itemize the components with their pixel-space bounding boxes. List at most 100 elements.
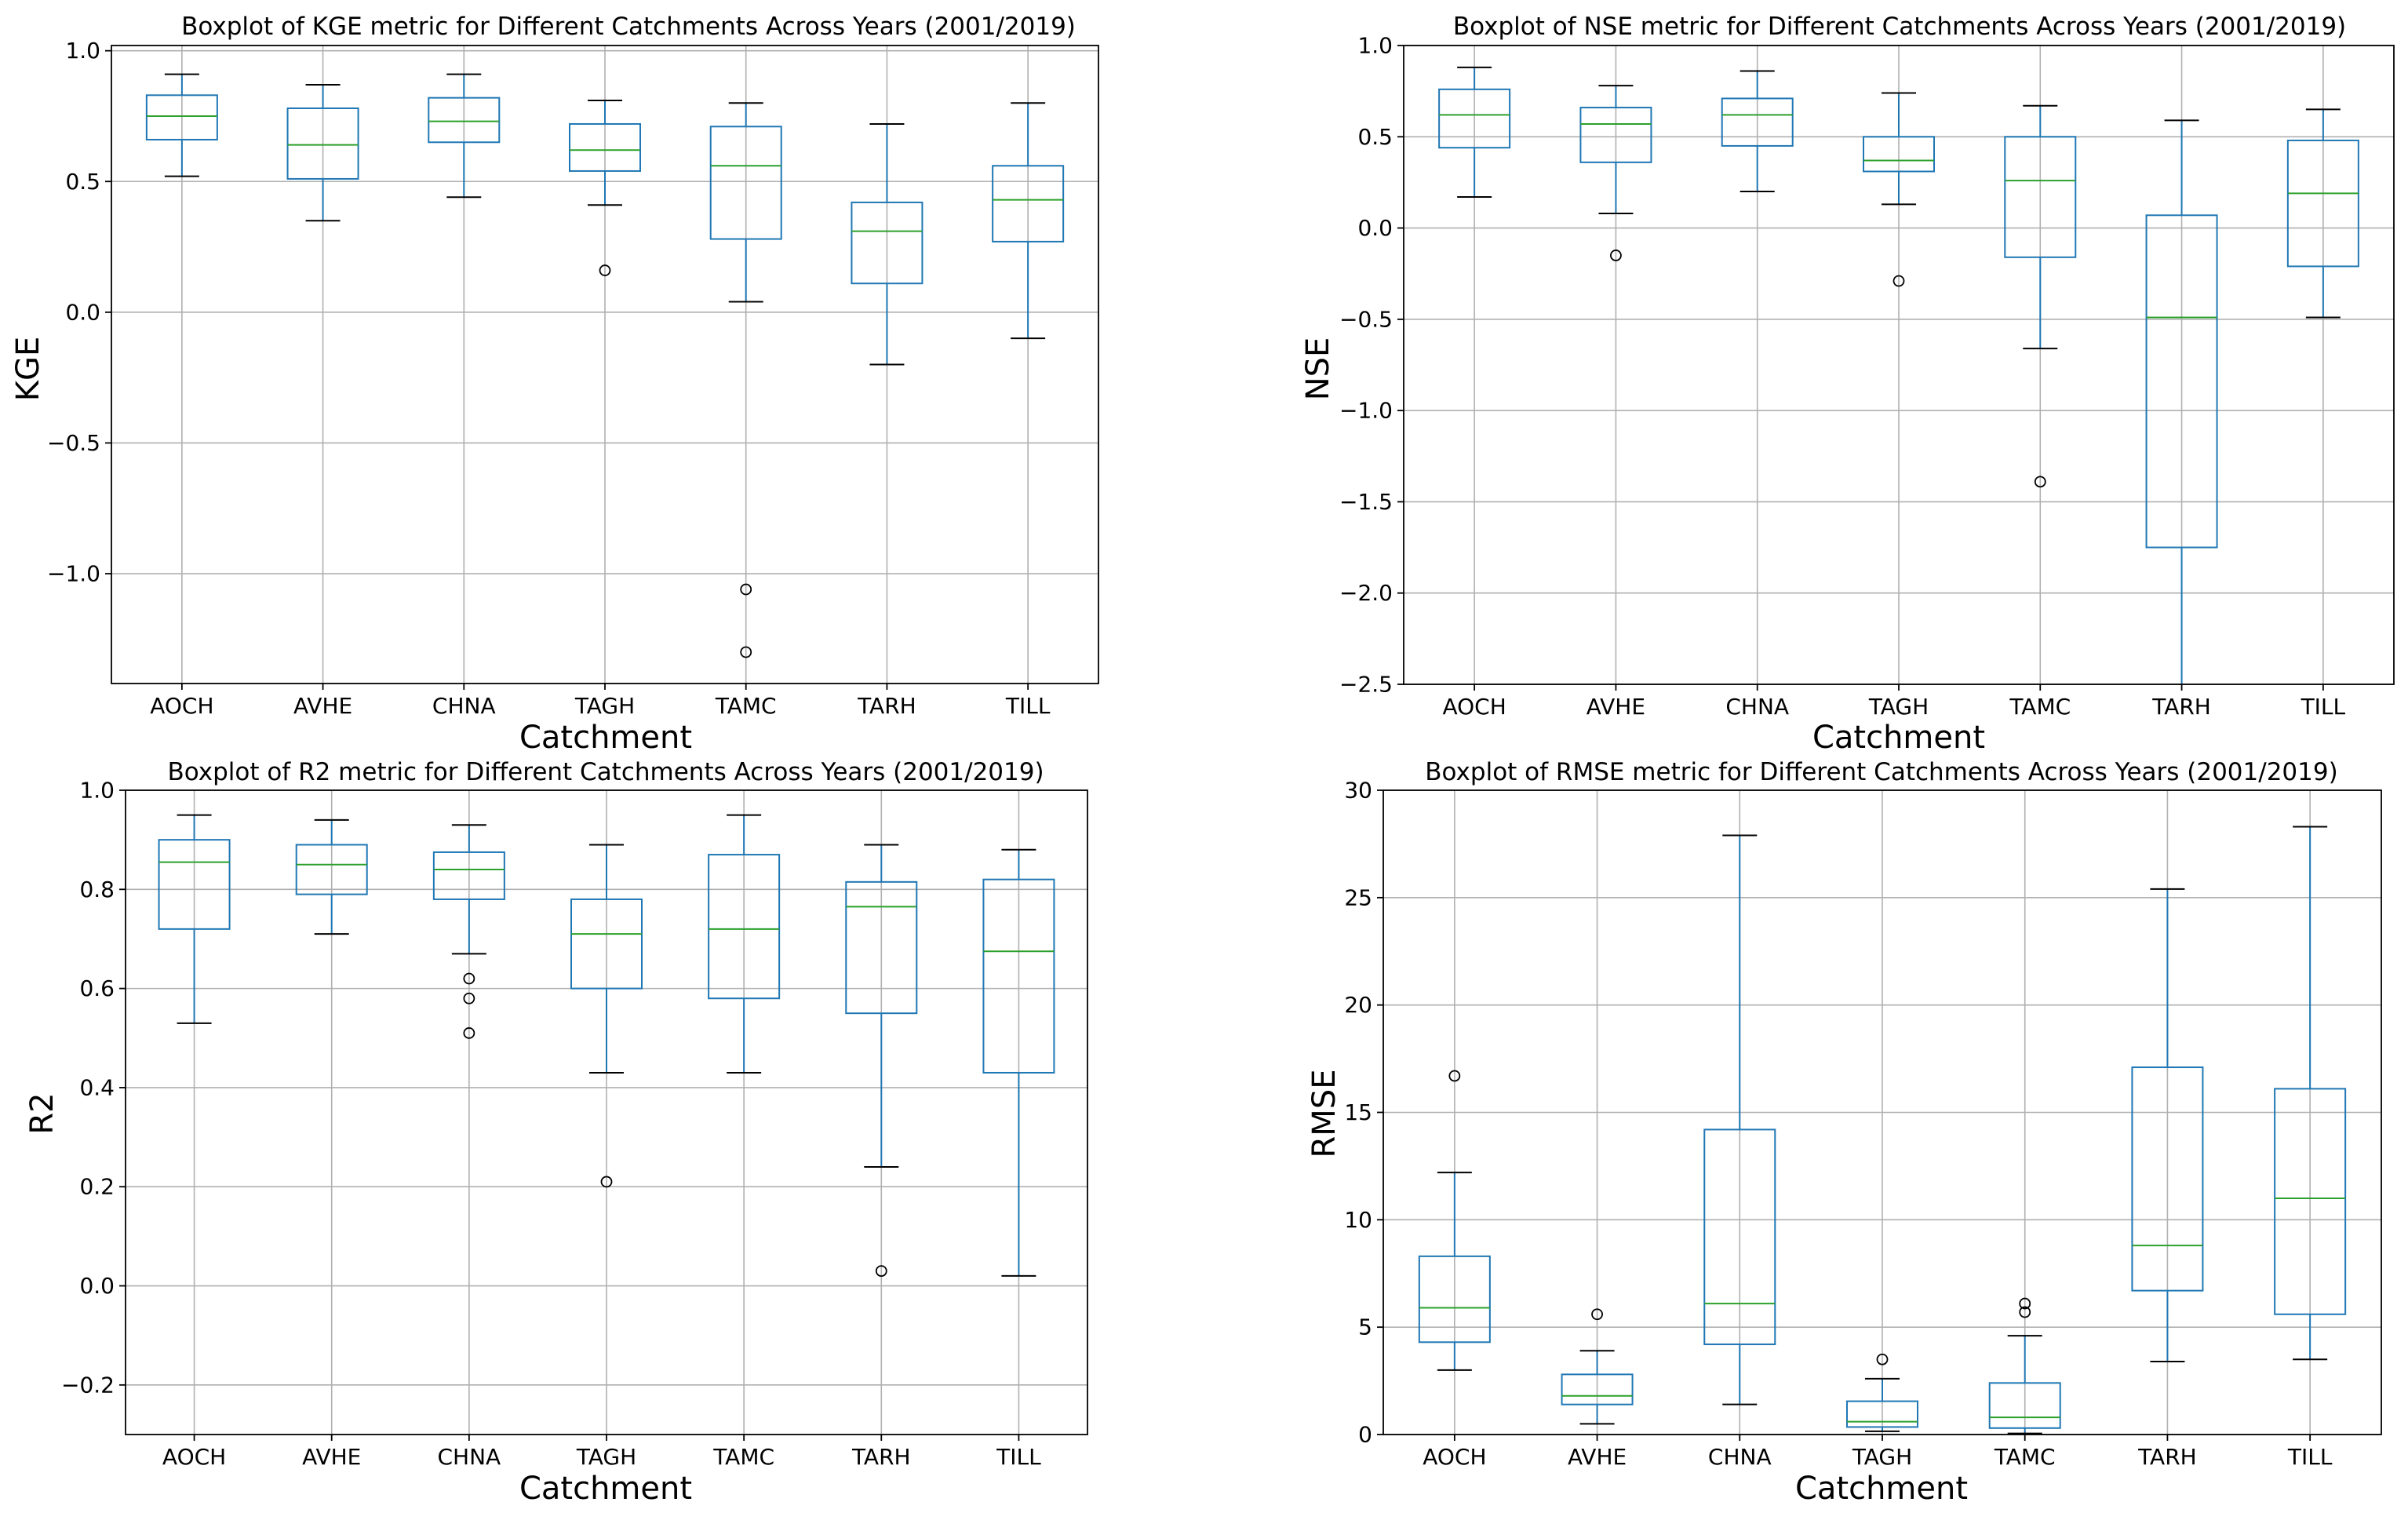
kge-box-tagh [569, 99, 641, 276]
nse-chart-title: Boxplot of NSE metric for Different Catc… [1453, 13, 2346, 41]
r2-y-tick-label: −0.2 [61, 1372, 115, 1398]
rmse-x-tick-label-avhe: AVHE [1568, 1444, 1627, 1470]
iqr-box [145, 94, 218, 140]
rmse-box-aoch [1418, 1070, 1491, 1371]
nse-x-tick-label-avhe: AVHE [1587, 694, 1645, 720]
nse-x-tick-label-till: TILL [2301, 694, 2346, 720]
nse-y-tick-label: −1.5 [1339, 489, 1393, 515]
r2-box-tamc [708, 814, 781, 1074]
rmse-y-tick-label: 15 [1344, 1099, 1372, 1125]
iqr-box [845, 880, 918, 1015]
rmse-x-tick-label-tagh: TAGH [1852, 1444, 1912, 1470]
outlier-point [2019, 1306, 2031, 1318]
iqr-box [708, 854, 781, 1000]
rmse-y-tick-label: 20 [1344, 992, 1372, 1018]
iqr-box [1438, 88, 1511, 149]
outlier-point [740, 583, 752, 596]
iqr-box [1418, 1255, 1491, 1343]
kge-box-chna [428, 73, 501, 199]
nse-x-tick-label-aoch: AOCH [1442, 694, 1506, 720]
iqr-box [851, 201, 923, 285]
kge-x-axis-label: Catchment [519, 720, 692, 756]
kge-y-tick-label: −1.0 [47, 561, 100, 587]
rmse-y-tick-label: 0 [1358, 1422, 1372, 1448]
kge-x-tick-label-aoch: AOCH [150, 693, 213, 719]
outlier-point [599, 264, 611, 276]
kge-chart-title: Boxplot of KGE metric for Different Catc… [181, 13, 1076, 41]
nse-y-tick-label: −2.5 [1339, 672, 1393, 698]
r2-x-tick-label-chna: CHNA [437, 1444, 501, 1470]
nse-panel: 1.0 0.5 0.0 −0.5 −1.0 −1.5 −2.0 −2.5 AOCH AVHE CHN… [1300, 13, 2395, 756]
rmse-box-tamc [1988, 1297, 2061, 1435]
rmse-y-axis-label: RMSE [1306, 1070, 1342, 1158]
iqr-box [1846, 1400, 1918, 1428]
kge-panel: 1.0 0.5 0.0 −0.5 −1.0 AOCH AVHE CHNA TAGH TAMC TAR… [10, 13, 1099, 756]
nse-y-tick-label: −0.5 [1339, 306, 1393, 332]
outlier-point [2019, 1297, 2031, 1310]
r2-box-tarh [845, 844, 918, 1277]
nse-x-axis-label: Catchment [1812, 720, 1985, 756]
iqr-box [1579, 107, 1652, 163]
r2-x-tick-label-tarh: TARH [851, 1444, 911, 1470]
r2-box-avhe [295, 818, 368, 935]
rmse-x-axis-label: Catchment [1795, 1471, 1968, 1507]
outlier-point [463, 992, 475, 1004]
iqr-box [569, 122, 641, 172]
kge-box-tamc [709, 102, 782, 658]
rmse-box-till [2274, 826, 2347, 1361]
iqr-box [295, 844, 368, 895]
r2-y-tick-label: 0.0 [79, 1273, 115, 1299]
iqr-box [1561, 1373, 1634, 1405]
outlier-point [1448, 1070, 1461, 1082]
r2-box-chna [432, 824, 505, 1039]
kge-x-tick-label-chna: CHNA [432, 693, 496, 719]
nse-y-tick-label: −2.0 [1339, 580, 1393, 606]
kge-x-tick-label-till: TILL [1005, 693, 1051, 719]
kge-x-tick-label-tagh: TAGH [574, 693, 635, 719]
nse-y-axis-label: NSE [1300, 337, 1336, 401]
nse-y-tick-label: 1.0 [1357, 33, 1393, 59]
kge-box-aoch [145, 73, 218, 177]
r2-y-tick-label: 0.4 [79, 1074, 115, 1100]
outlier-point [463, 972, 475, 985]
rmse-chart-title: Boxplot of RMSE metric for Different Cat… [1425, 758, 2337, 786]
iqr-box [570, 898, 643, 990]
nse-y-tick-label: 0.5 [1357, 124, 1393, 150]
r2-panel: 1.0 0.8 0.6 0.4 0.2 0.0 −0.2 AOCH AVHE CHNA TAGH TA… [24, 758, 1088, 1507]
outlier-point [875, 1265, 887, 1277]
r2-x-tick-label-tamc: TAMC [712, 1444, 774, 1470]
outlier-point [1876, 1353, 1889, 1365]
outlier-point [740, 646, 752, 658]
rmse-y-tick-label: 10 [1344, 1207, 1372, 1233]
rmse-x-tick-label-tarh: TARH [2137, 1444, 2197, 1470]
nse-box-avhe [1579, 85, 1652, 261]
kge-y-tick-label: 0.0 [65, 299, 100, 325]
nse-y-tick-label: 0.0 [1357, 215, 1393, 241]
iqr-box [1721, 97, 1794, 147]
iqr-box [2274, 1088, 2347, 1315]
nse-x-tick-label-chna: CHNA [1725, 694, 1789, 720]
outlier-point [2034, 476, 2046, 488]
r2-box-till [982, 848, 1055, 1277]
rmse-boxes [1418, 826, 2347, 1435]
nse-box-till [2286, 108, 2359, 319]
outlier-point [463, 1027, 475, 1039]
rmse-x-tick-label-tamc: TAMC [1994, 1444, 2056, 1470]
outlier-point [600, 1176, 613, 1188]
rmse-box-tagh [1846, 1353, 1918, 1432]
r2-x-tick-label-till: TILL [996, 1444, 1041, 1470]
r2-boxes [158, 814, 1055, 1277]
rmse-box-avhe [1561, 1308, 1634, 1425]
kge-y-tick-label: 0.5 [65, 169, 100, 195]
iqr-box [286, 107, 359, 180]
kge-x-tick-label-tarh: TARH [857, 693, 916, 719]
nse-box-chna [1721, 70, 1794, 193]
kge-y-tick-label: −0.5 [47, 430, 100, 456]
iqr-box [2131, 1066, 2204, 1292]
r2-y-tick-label: 0.2 [79, 1174, 115, 1200]
iqr-box [1703, 1128, 1776, 1346]
nse-box-tagh [1863, 92, 1935, 287]
kge-y-tick-label: 1.0 [65, 38, 100, 64]
nse-x-tick-label-tarh: TARH [2151, 694, 2211, 720]
